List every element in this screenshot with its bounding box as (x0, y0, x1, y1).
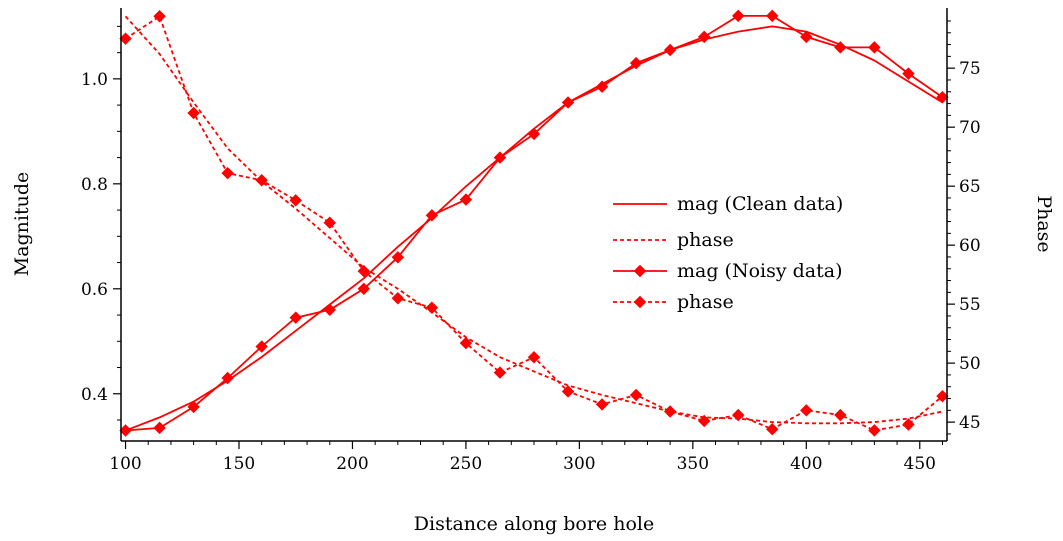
series-marker-4 (800, 404, 813, 417)
x-tick-label: 200 (336, 454, 368, 474)
series-marker-3 (697, 30, 711, 44)
series-marker-4 (221, 166, 234, 180)
series-marker-4 (357, 264, 371, 278)
series-marker-4 (766, 422, 779, 436)
series-marker-3 (595, 80, 609, 93)
y-right-tick-label: 75 (959, 59, 981, 79)
series-marker-3 (187, 400, 200, 414)
series-marker-4 (629, 388, 643, 402)
series-marker-3 (323, 303, 336, 316)
series-marker-4 (425, 301, 439, 314)
y-axis-right-title: Phase (1033, 195, 1055, 252)
series-marker-4 (459, 336, 473, 350)
y-right-tick-label: 65 (959, 177, 981, 197)
series-marker-4 (187, 106, 200, 120)
series-marker-3 (119, 424, 132, 437)
series-marker-4 (595, 398, 609, 411)
series-marker-3 (153, 421, 166, 435)
series-marker-4 (391, 292, 405, 305)
legend-label-2: phase (677, 229, 734, 251)
series-marker-3 (357, 282, 371, 296)
x-tick-label: 250 (450, 454, 482, 474)
axes: 100 150 200 250 300 350 400 450 0.4 0.6 0.8 1.0 45 50… (81, 8, 981, 474)
series-line-2 (124, 15, 943, 425)
series-marker-4 (834, 408, 847, 422)
series-marker-3 (800, 30, 813, 44)
series-line-1 (125, 25, 943, 432)
y-right-tick-label: 45 (959, 413, 981, 433)
series-marker-3 (732, 9, 745, 23)
x-tick-label: 300 (563, 454, 595, 474)
series-marker-4 (493, 366, 507, 379)
x-tick-label: 400 (790, 454, 822, 474)
series-marker-3 (629, 56, 643, 70)
series-marker-3 (391, 251, 405, 264)
series-marker-4 (527, 351, 541, 364)
legend-label-3: mag (Noisy data) (677, 260, 843, 282)
series-marker-3 (459, 193, 473, 206)
series-marker-3 (493, 151, 507, 164)
series-marker-3 (834, 41, 847, 54)
series-marker-4 (936, 389, 949, 403)
y-left-tick-label: 0.6 (81, 280, 108, 300)
series-marker-4 (289, 194, 302, 207)
series-marker-4 (561, 385, 575, 398)
series-line-4 (125, 15, 944, 432)
y-right-tick-label: 60 (959, 236, 981, 256)
x-tick-label: 100 (109, 454, 141, 474)
y-left-tick-label: 0.8 (81, 175, 108, 195)
series-marker-4 (902, 418, 915, 431)
series-marker-4 (119, 32, 132, 45)
legend-label-4: phase (677, 291, 734, 313)
y-axis-left-title: Magnitude (11, 172, 33, 277)
series-marker-4 (697, 414, 711, 428)
series-marker-3 (527, 127, 541, 141)
series-marker-3 (766, 9, 779, 23)
series-marker-3 (902, 67, 915, 80)
series-marker-4 (868, 424, 881, 437)
y-left-tick-label: 1.0 (81, 70, 108, 90)
series-marker-4 (153, 10, 166, 23)
series-marker-3 (221, 371, 234, 385)
series-marker-4 (323, 216, 336, 229)
legend-marker-3 (633, 264, 647, 278)
legend-marker-4 (633, 295, 647, 309)
y-right-tick-label: 55 (959, 295, 981, 315)
series-marker-3 (561, 96, 575, 109)
series-marker-4 (732, 408, 745, 422)
series-marker-4 (663, 405, 677, 418)
x-tick-label: 450 (904, 454, 936, 474)
y-right-tick-label: 50 (959, 354, 981, 374)
legend: mag (Clean data) phase mag (Noisy data) pha… (613, 193, 843, 313)
y-left-tick-label: 0.4 (81, 385, 108, 405)
y-right-tick-label: 70 (959, 118, 981, 138)
series-marker-3 (255, 340, 268, 353)
x-tick-label: 350 (677, 454, 709, 474)
series-marker-3 (663, 43, 677, 57)
x-axis-title: Distance along bore hole (414, 513, 654, 535)
series-marker-3 (868, 41, 881, 54)
series-marker-3 (936, 91, 949, 104)
x-tick-label: 150 (223, 454, 255, 474)
legend-label-1: mag (Clean data) (677, 193, 843, 215)
series-line-3 (125, 14, 944, 432)
series-marker-3 (425, 209, 439, 222)
series-marker-3 (289, 311, 302, 324)
series-marker-4 (255, 174, 268, 187)
plot-lines (119, 9, 949, 437)
